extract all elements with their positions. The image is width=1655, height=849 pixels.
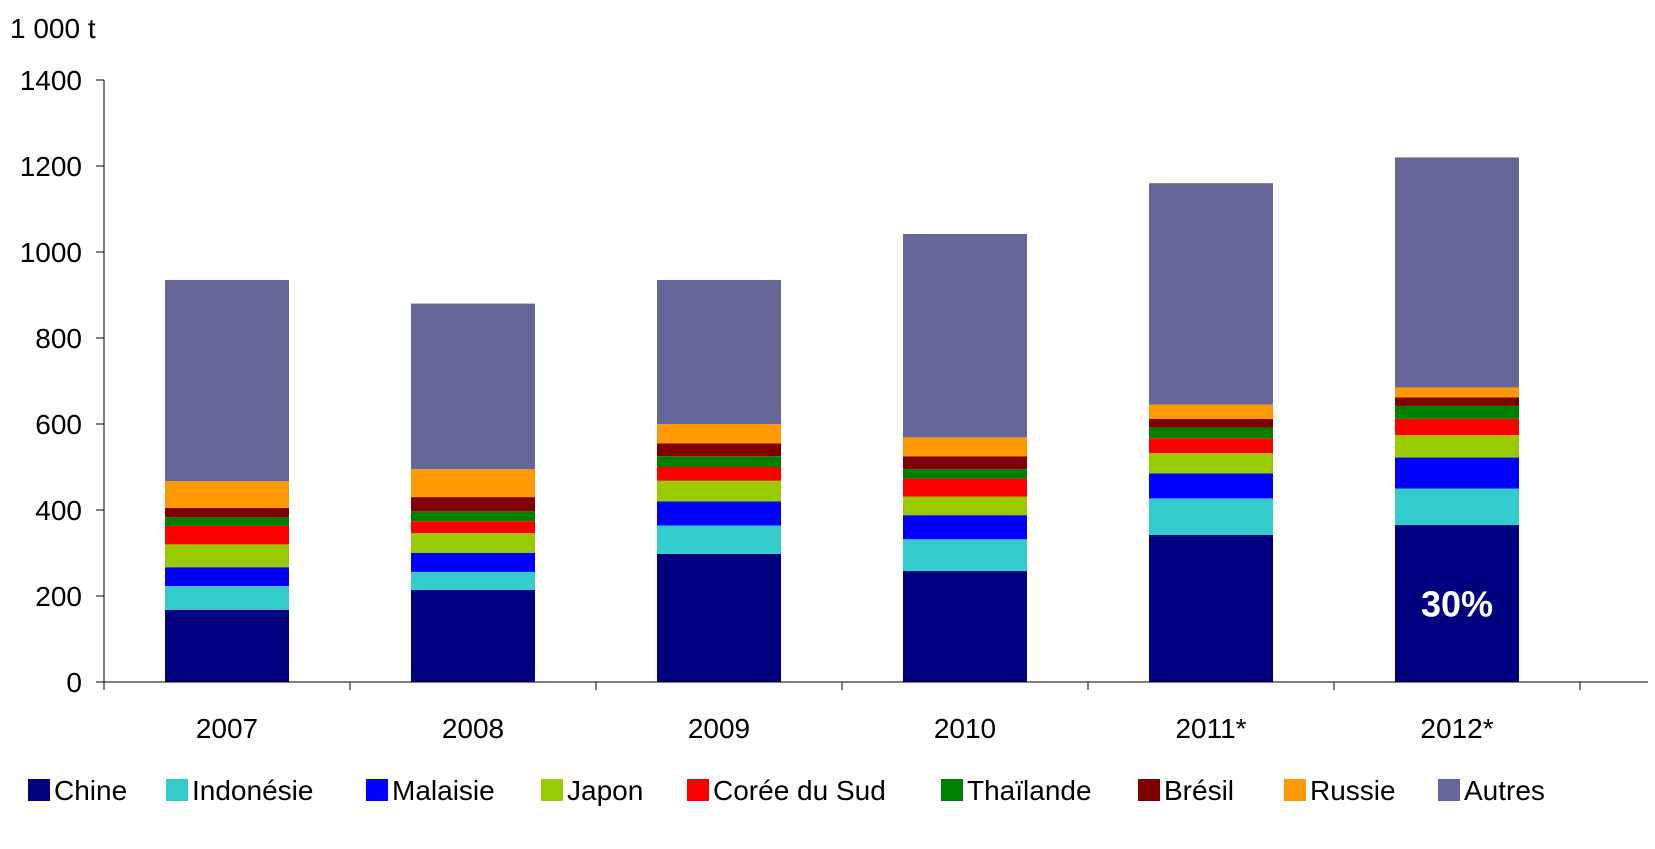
x-tick-label: 2010 — [934, 713, 996, 744]
bar-segment-corée-du-sud-2010 — [903, 478, 1027, 497]
bar-segment-russie-2011 — [1149, 404, 1273, 419]
y-tick-label: 400 — [35, 495, 82, 526]
legend-label: Indonésie — [192, 775, 313, 806]
legend-swatch — [28, 779, 50, 801]
bar-segment-malaisie-2010 — [903, 515, 1027, 540]
bar-segment-thaïlande-2007 — [165, 517, 289, 526]
legend-swatch — [1284, 779, 1306, 801]
bar-segment-brésil-2009 — [657, 443, 781, 457]
bar-segment-thaïlande-2008 — [411, 511, 535, 522]
bar-segment-russie-2009 — [657, 424, 781, 444]
y-tick-label: 1400 — [20, 65, 82, 96]
bar-segment-indonésie-2011 — [1149, 498, 1273, 535]
legend-label: Autres — [1464, 775, 1545, 806]
bar-segment-autres-2009 — [657, 279, 781, 424]
legend-swatch — [541, 779, 563, 801]
legend-label: Chine — [54, 775, 127, 806]
legend-label: Malaisie — [392, 775, 495, 806]
bar-segment-chine-2012 — [1395, 525, 1519, 682]
legend-swatch — [687, 779, 709, 801]
bar-segment-brésil-2012 — [1395, 397, 1519, 406]
x-tick-label: 2011* — [1175, 713, 1246, 744]
bar-segment-chine-2011 — [1149, 534, 1273, 682]
bar-segment-indonésie-2008 — [411, 571, 535, 590]
bar-segment-japon-2012 — [1395, 435, 1519, 458]
y-tick-label: 800 — [35, 323, 82, 354]
bar-segment-autres-2011 — [1149, 183, 1273, 405]
bar-segment-autres-2008 — [411, 303, 535, 470]
bar-segment-malaisie-2012 — [1395, 457, 1519, 489]
y-tick-label: 1000 — [20, 237, 82, 268]
bar-segment-chine-2010 — [903, 571, 1027, 682]
bar-segment-autres-2007 — [165, 279, 289, 482]
bar-segment-corée-du-sud-2011 — [1149, 438, 1273, 454]
bar-segment-japon-2007 — [165, 544, 289, 568]
legend: Chine Indonésie Malaisie Japon Corée du Sud T… — [28, 775, 1545, 806]
bar-segment-japon-2009 — [657, 480, 781, 502]
bar-segment-chine-2007 — [165, 609, 289, 682]
bar-segment-corée-du-sud-2012 — [1395, 418, 1519, 436]
bar-segment-indonésie-2009 — [657, 525, 781, 554]
bar-segment-malaisie-2009 — [657, 501, 781, 526]
bar-segment-autres-2010 — [903, 233, 1027, 438]
x-tick-label: 2007 — [196, 713, 258, 744]
bar-segment-indonésie-2012 — [1395, 488, 1519, 526]
bar-segment-corée-du-sud-2008 — [411, 521, 535, 534]
bar-annotation: 30% — [1421, 584, 1493, 625]
bar-segment-russie-2012 — [1395, 387, 1519, 398]
legend-label: Thaïlande — [967, 775, 1092, 806]
bar-segment-japon-2010 — [903, 496, 1027, 516]
legend-swatch — [366, 779, 388, 801]
x-tick-label: 2008 — [442, 713, 504, 744]
bar-segment-malaisie-2011 — [1149, 473, 1273, 499]
x-tick-label: 2009 — [688, 713, 750, 744]
legend-label: Japon — [567, 775, 643, 806]
bar-segment-japon-2008 — [411, 533, 535, 553]
bar-segment-corée-du-sud-2007 — [165, 525, 289, 545]
bar-segment-brésil-2007 — [165, 507, 289, 518]
legend-swatch — [941, 779, 963, 801]
legend-swatch — [1138, 779, 1160, 801]
y-unit-label: 1 000 t — [10, 13, 96, 44]
legend-swatch — [1438, 779, 1460, 801]
legend-swatch — [166, 779, 188, 801]
bar-segment-brésil-2011 — [1149, 418, 1273, 428]
bar-segment-indonésie-2007 — [165, 586, 289, 610]
bar-segment-malaisie-2007 — [165, 567, 289, 587]
x-tick-label: 2012* — [1420, 713, 1493, 744]
legend-label: Brésil — [1164, 775, 1234, 806]
bar-segment-malaisie-2008 — [411, 553, 535, 572]
axes-group: 2007 2008 2009 2010 2011* 2012* 0 200 400 600 800 1… — [20, 65, 1648, 744]
legend-label: Russie — [1310, 775, 1396, 806]
bar-segment-thaïlande-2010 — [903, 469, 1027, 479]
bar-segment-thaïlande-2009 — [657, 456, 781, 467]
y-tick-label: 600 — [35, 409, 82, 440]
legend-label: Corée du Sud — [713, 775, 886, 806]
bar-segment-brésil-2008 — [411, 497, 535, 512]
y-tick-label: 200 — [35, 581, 82, 612]
bar-segment-chine-2008 — [411, 589, 535, 682]
y-tick-label: 1200 — [20, 151, 82, 182]
bar-segment-russie-2007 — [165, 481, 289, 508]
bar-segment-russie-2008 — [411, 469, 535, 498]
bars-group: 30% — [165, 157, 1519, 682]
bar-segment-thaïlande-2012 — [1395, 405, 1519, 419]
bar-segment-japon-2011 — [1149, 453, 1273, 474]
bar-segment-brésil-2010 — [903, 456, 1027, 470]
bar-segment-indonésie-2010 — [903, 539, 1027, 572]
bar-segment-thaïlande-2011 — [1149, 427, 1273, 439]
bar-segment-corée-du-sud-2009 — [657, 467, 781, 481]
bar-segment-autres-2012 — [1395, 157, 1519, 388]
bar-segment-russie-2010 — [903, 437, 1027, 457]
y-tick-label: 0 — [66, 667, 82, 698]
bar-segment-chine-2009 — [657, 553, 781, 682]
